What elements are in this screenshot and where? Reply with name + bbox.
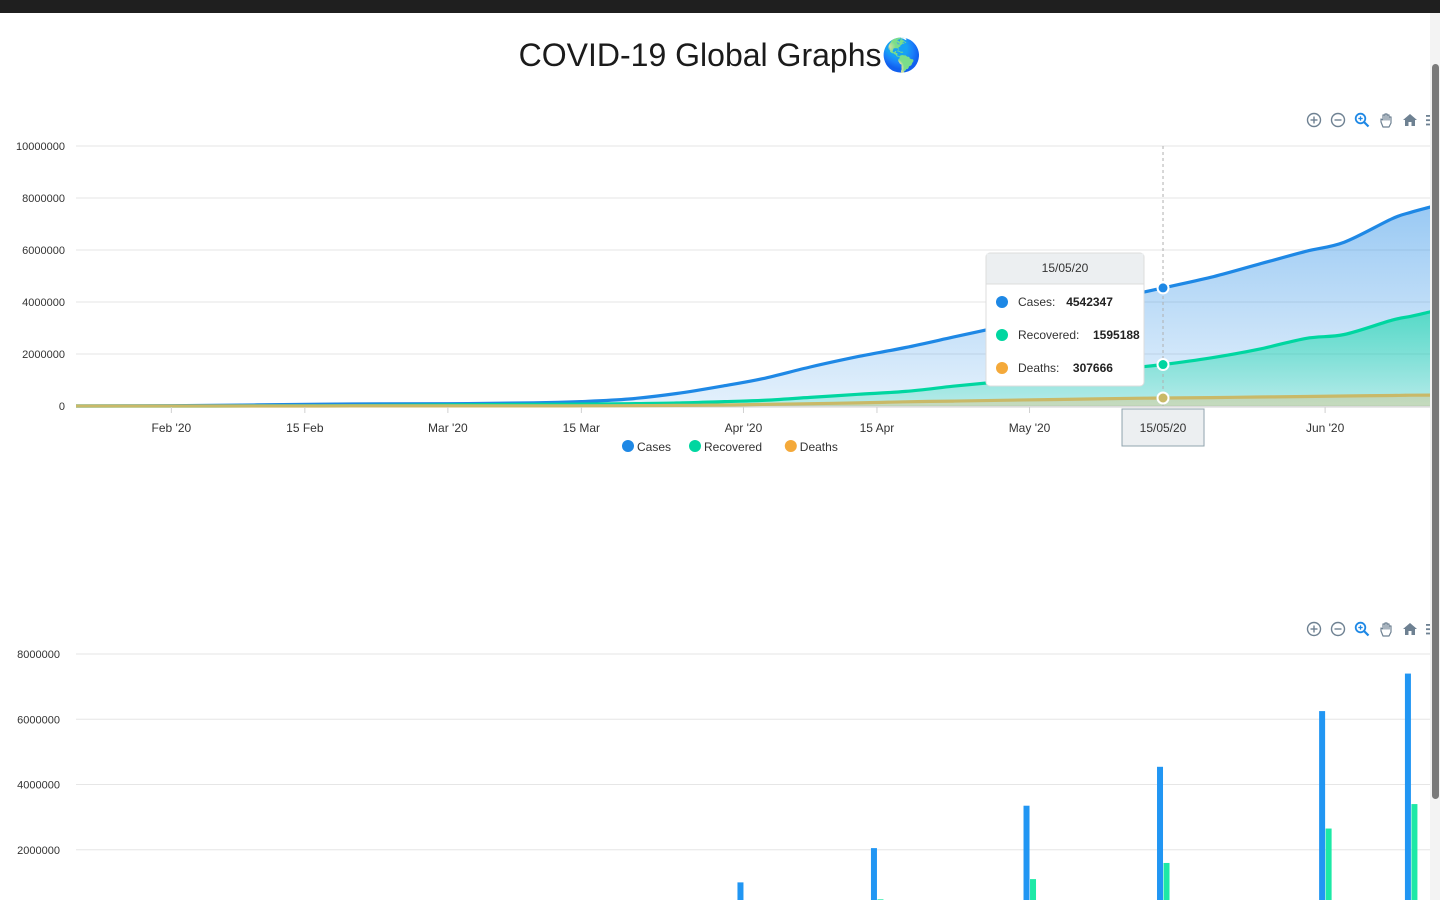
legend-label-recovered: Recovered — [704, 440, 762, 454]
tooltip-value-deaths: 307666 — [1073, 361, 1113, 375]
x-tick-label: Feb '20 — [152, 421, 192, 435]
recovered-marker[interactable] — [1156, 358, 1170, 372]
recovered-tooltip-dot — [996, 329, 1008, 341]
y-tick-label: 2000000 — [22, 349, 65, 361]
legend-marker-deaths — [784, 440, 797, 452]
y-tick-label: 2000000 — [17, 845, 60, 857]
y-tick-label: 8000000 — [22, 193, 65, 205]
recovered-bar[interactable] — [1030, 879, 1037, 900]
cases-bar[interactable] — [1157, 766, 1164, 900]
zoom-out-icon[interactable] — [1328, 619, 1348, 639]
tooltip-label-deaths: Deaths: — [1018, 361, 1059, 375]
x-tick-label: Mar '20 — [428, 421, 468, 435]
pan-hand-icon[interactable] — [1376, 110, 1396, 130]
legend-item-deaths[interactable]: Deaths — [784, 440, 838, 454]
home-reset-icon[interactable] — [1400, 619, 1420, 639]
x-tick-label: 15 Feb — [286, 421, 324, 435]
cases-bar[interactable] — [1319, 711, 1326, 900]
home-reset-icon[interactable] — [1400, 110, 1420, 130]
legend-label-deaths: Deaths — [800, 440, 838, 454]
x-tick-label: Apr '20 — [725, 421, 763, 435]
tooltip-box — [985, 252, 1145, 387]
x-tick-label: May '20 — [1009, 421, 1051, 435]
y-tick-label: 10000000 — [16, 141, 65, 153]
zoom-in-icon[interactable] — [1304, 619, 1324, 639]
bar-chart[interactable]: 2000000 4000000 6000000 8000000 — [0, 610, 1440, 900]
crosshair-date-box — [1121, 408, 1205, 447]
deaths-tooltip-dot — [996, 362, 1008, 374]
cases-tooltip-dot — [996, 296, 1008, 308]
selection-zoom-icon[interactable] — [1352, 110, 1372, 130]
crosshair-date-label: 15/05/20 — [1140, 421, 1187, 435]
pan-hand-icon[interactable] — [1376, 619, 1396, 639]
y-tick-label: 4000000 — [22, 297, 65, 309]
recovered-bar[interactable] — [1163, 862, 1170, 900]
y-tick-label: 8000000 — [17, 649, 60, 661]
x-tick-label: 15 Mar — [563, 421, 600, 435]
y-tick-label: 4000000 — [17, 780, 60, 792]
tooltip-value-recovered: 1595188 — [1093, 328, 1140, 342]
globe-emoji-icon: 🌎 — [881, 37, 922, 73]
legend-label-cases: Cases — [637, 440, 671, 454]
tooltip-date: 15/05/20 — [1042, 261, 1089, 275]
area-chart[interactable]: 0 2000000 4000000 6000000 8000000 10000000 Fe… — [0, 0, 1440, 470]
tooltip-label-cases: Cases: — [1018, 295, 1055, 309]
page-title: COVID-19 Global Graphs🌎 — [0, 36, 1440, 74]
legend-marker-recovered — [689, 440, 701, 452]
scrollbar-thumb[interactable] — [1432, 64, 1439, 799]
legend-marker-cases — [622, 440, 634, 452]
legend-item-cases[interactable]: Cases — [622, 440, 671, 454]
recovered-bar[interactable] — [1325, 828, 1332, 900]
tooltip-value-cases: 4542347 — [1066, 295, 1113, 309]
zoom-out-icon[interactable] — [1328, 110, 1348, 130]
y-tick-label: 0 — [59, 401, 65, 413]
cases-bar[interactable] — [737, 882, 744, 900]
zoom-in-icon[interactable] — [1304, 110, 1324, 130]
cases-bar[interactable] — [1404, 673, 1411, 900]
cases-bar[interactable] — [1023, 805, 1030, 900]
tooltip-label-recovered: Recovered: — [1018, 328, 1079, 342]
cases-bar[interactable] — [870, 848, 877, 900]
selection-zoom-icon[interactable] — [1352, 619, 1372, 639]
cases-marker[interactable] — [1156, 281, 1170, 295]
tooltip-header — [986, 253, 1144, 284]
y-tick-label: 6000000 — [17, 714, 60, 726]
deaths-marker[interactable] — [1156, 391, 1170, 405]
deaths-line[interactable] — [76, 393, 1430, 408]
page-title-text: COVID-19 Global Graphs — [518, 37, 882, 73]
recovered-bar[interactable] — [1411, 804, 1418, 900]
x-tick-label: Jun '20 — [1306, 421, 1345, 435]
y-tick-label: 6000000 — [22, 245, 65, 257]
legend-item-recovered[interactable]: Recovered — [689, 440, 762, 454]
deaths-area — [76, 395, 1430, 406]
x-tick-label: 15 Apr — [860, 421, 895, 435]
browser-top-bar — [0, 0, 1440, 13]
